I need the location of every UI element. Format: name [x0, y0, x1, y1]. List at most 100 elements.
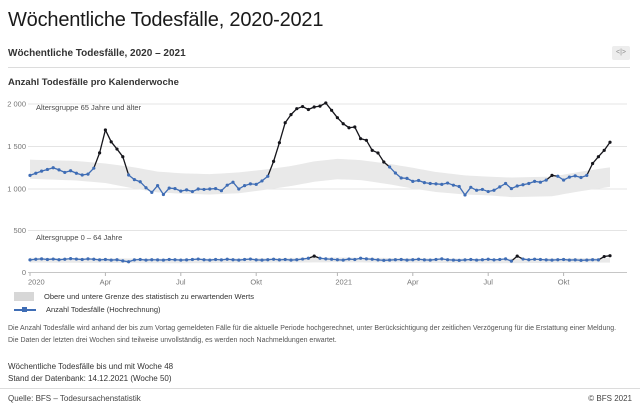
chart-subtitle: Anzahl Todesfälle pro Kalenderwoche	[8, 77, 632, 88]
data-point	[115, 258, 118, 261]
deaths-line-swatch	[14, 309, 36, 311]
data-point	[440, 183, 443, 186]
data-point	[289, 258, 292, 261]
deaths-line-dot	[22, 307, 27, 312]
data-point	[371, 258, 374, 261]
page-title: Wöchentliche Todesfälle, 2020-2021	[8, 8, 632, 32]
data-point	[202, 258, 205, 261]
data-point	[359, 137, 362, 140]
data-point	[237, 258, 240, 261]
data-point	[75, 257, 78, 260]
data-point	[185, 258, 188, 261]
data-point	[498, 258, 501, 261]
footnote-line: Die Anzahl Todesfälle wird anhand der bi…	[8, 323, 632, 335]
data-point	[521, 183, 524, 186]
data-point	[498, 185, 501, 188]
data-point	[376, 258, 379, 261]
data-point	[295, 107, 298, 110]
data-point	[527, 182, 530, 185]
data-point	[429, 258, 432, 261]
data-point	[272, 258, 275, 261]
data-point	[376, 151, 379, 154]
data-point	[324, 101, 327, 104]
y-axis-label: 1 500	[7, 142, 26, 151]
data-point	[545, 258, 548, 261]
x-axis-label: 2021	[335, 278, 352, 287]
data-point	[226, 184, 229, 187]
data-point	[400, 258, 403, 261]
legend-item-deaths-line: Anzahl Todesfälle (Hochrechnung)	[14, 304, 640, 315]
data-point	[574, 174, 577, 177]
data-point	[585, 174, 588, 177]
data-point	[57, 258, 60, 261]
data-point	[336, 116, 339, 119]
data-point	[440, 257, 443, 260]
data-point	[260, 179, 263, 182]
data-point	[527, 258, 530, 261]
embed-code-button[interactable]: <|>	[612, 46, 630, 60]
data-point	[144, 186, 147, 189]
age-group-annotation: Altersgruppe 65 Jahre und älter	[36, 103, 142, 112]
data-point	[539, 258, 542, 261]
data-point	[347, 257, 350, 260]
data-point	[405, 177, 408, 180]
data-point	[98, 151, 101, 154]
data-point	[562, 258, 565, 261]
data-point	[411, 258, 414, 261]
x-axis-label: Okt	[558, 278, 571, 287]
data-point	[516, 184, 519, 187]
data-point	[63, 258, 66, 261]
data-point	[458, 185, 461, 188]
data-point	[394, 258, 397, 261]
status-week-line: Wöchentliche Todesfälle bis und mit Woch…	[8, 361, 632, 373]
data-point	[162, 193, 165, 196]
data-point	[330, 109, 333, 112]
data-point	[139, 180, 142, 183]
data-point	[342, 122, 345, 125]
data-point	[446, 258, 449, 261]
data-point	[272, 160, 275, 163]
data-point	[34, 258, 37, 261]
data-point	[220, 258, 223, 261]
data-point	[434, 258, 437, 261]
data-point	[556, 175, 559, 178]
data-point	[556, 258, 559, 261]
data-point	[81, 173, 84, 176]
data-point	[336, 258, 339, 261]
data-point	[231, 181, 234, 184]
embed-code-icon: <|>	[616, 49, 626, 56]
data-point	[173, 187, 176, 190]
data-point	[179, 190, 182, 193]
data-point	[231, 258, 234, 261]
data-point	[266, 258, 269, 261]
data-point	[104, 258, 107, 261]
age-group-annotation: Altersgruppe 0 – 64 Jahre	[36, 233, 122, 242]
data-point	[469, 258, 472, 261]
data-point	[481, 188, 484, 191]
data-point	[533, 180, 536, 183]
data-point	[388, 165, 391, 168]
data-point	[75, 172, 78, 175]
data-point	[434, 182, 437, 185]
data-point	[28, 258, 31, 261]
data-point	[545, 178, 548, 181]
data-point	[28, 174, 31, 177]
data-point	[150, 258, 153, 261]
data-point	[104, 128, 107, 131]
x-axis-label: Apr	[407, 278, 419, 287]
data-point	[574, 258, 577, 261]
data-point	[359, 257, 362, 260]
data-point	[191, 190, 194, 193]
x-axis-label: Apr	[100, 278, 112, 287]
data-point	[133, 258, 136, 261]
source-label: Quelle: BFS – Todesursachenstatistik	[8, 394, 141, 403]
data-point	[156, 258, 159, 261]
expected-range-band	[30, 159, 610, 197]
data-point	[86, 173, 89, 176]
data-point	[597, 258, 600, 261]
data-point	[110, 258, 113, 261]
data-point	[579, 259, 582, 262]
data-point	[324, 257, 327, 260]
